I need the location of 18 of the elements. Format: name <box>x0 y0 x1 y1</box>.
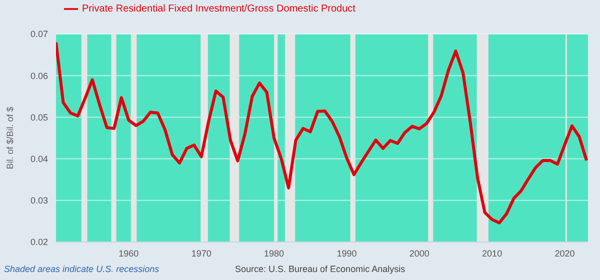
x-tick-label: 2020 <box>554 248 575 258</box>
y-tick-label: 0.06 <box>30 70 48 81</box>
text: Shaded areas indicate U.S. recessions <box>4 264 160 274</box>
x-tick-label: 2000 <box>409 248 430 258</box>
y-tick-label: 0.07 <box>30 29 48 40</box>
x-tick-label: 1970 <box>191 248 212 258</box>
x-tick-label: 2010 <box>482 248 502 258</box>
x-tick-label: 1960 <box>118 248 139 258</box>
y-tick-label: 0.05 <box>30 112 48 122</box>
y-tick-label: 0.03 <box>30 196 48 206</box>
y-axis-title: Bil. of $/Bil. of $ <box>5 106 16 170</box>
x-tick-label: 1980 <box>264 248 284 258</box>
y-tick-label: 0.02 <box>30 237 48 248</box>
source-note: Source: U.S. Bureau of Economic Analysis <box>235 264 406 274</box>
legend-label: Private Residential Fixed Investment/Gross Domestic Product <box>82 4 356 15</box>
y-tick-label: 0.04 <box>30 154 48 164</box>
x-tick-label: 1990 <box>336 248 357 258</box>
line-series <box>56 40 588 224</box>
